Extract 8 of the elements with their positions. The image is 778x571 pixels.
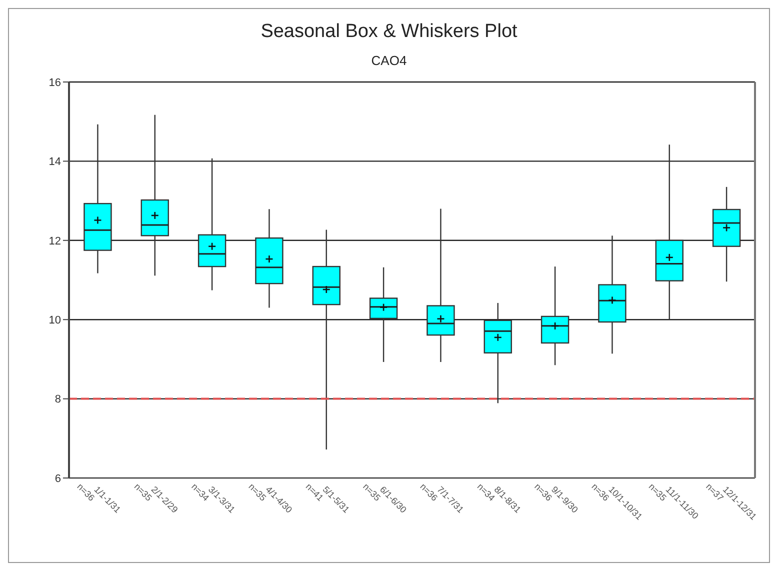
y-tick-label: 12 — [48, 235, 61, 248]
chart-subtitle: CAO4 — [370, 53, 408, 68]
y-tick-label: 16 — [48, 76, 61, 89]
y-tick-label: 14 — [48, 156, 61, 168]
chart-title: Seasonal Box & Whiskers Plot — [260, 21, 518, 43]
y-tick-label: 10 — [48, 314, 61, 327]
y-tick-label: 6 — [54, 472, 61, 485]
y-tick-label: 8 — [54, 394, 61, 406]
